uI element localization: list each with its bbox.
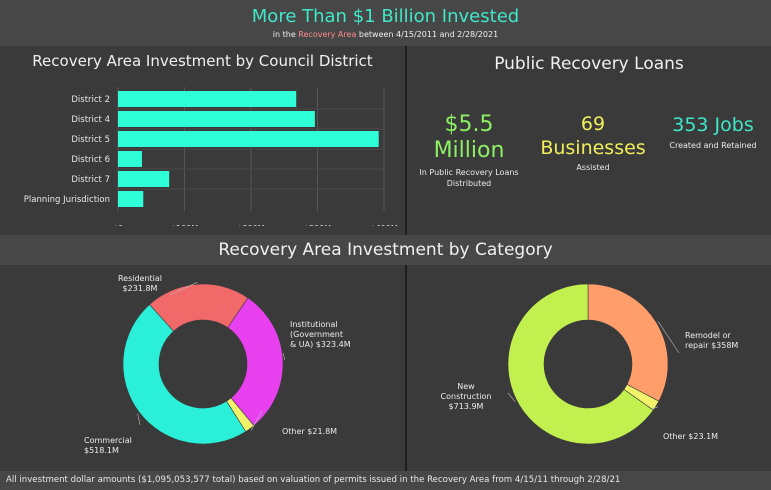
footer-note: All investment dollar amounts ($1,095,05… [0,471,771,490]
page-header: More Than $1 Billion Invested in the Rec… [0,0,771,46]
slice-label: New Construction $713.9M [441,382,492,411]
bar [118,111,315,127]
subtitle-suffix: between 4/15/2011 and 2/28/2021 [358,30,499,39]
subtitle-prefix: in the [272,30,296,39]
x-tick-label: $0 [113,224,123,226]
loans-title: Public Recovery Loans [494,54,684,74]
kpi-businesses-caption: Assisted [576,163,610,172]
donut-slice [507,283,654,445]
x-tick-label: $300M [304,224,331,226]
x-tick-label: $400M [370,224,397,226]
donut-slice [122,304,247,445]
category-donut-left: Residential $231.8M Institutional (Governme… [84,274,351,455]
kpi-jobs-caption: Created and Retained [669,141,757,150]
kpi-businesses-value-2: Businesses [540,137,646,159]
top-divider [405,46,407,235]
district-chart-title: Recovery Area Investment by Council Dist… [32,52,373,70]
kpi-loans-caption-1: In Public Recovery Loans [419,168,519,177]
kpi-jobs-value: 353 Jobs [672,114,754,136]
kpi-loans-caption-2: Distributed [446,179,492,188]
kpi-businesses: 69 Businesses Assisted [531,112,655,173]
slice-label: Other $23.1M [663,432,718,441]
donut-slice [587,283,669,402]
slice-label: Commercial $518.1M [84,436,132,455]
bar [118,191,144,207]
kpi-loans-value-2: Million [433,138,505,163]
kpi-jobs: 353 Jobs Created and Retained [655,112,771,151]
category-label: District 2 [71,95,110,105]
page-title: More Than $1 Billion Invested [251,6,520,27]
kpi-businesses-value-1: 69 [580,113,606,135]
x-tick-label: $100M [171,224,198,226]
bottom-divider [405,265,407,471]
leader-line [250,410,263,431]
leader-line [137,413,141,426]
kpi-loans: $5.5 Million In Public Recovery Loans Di… [405,112,533,189]
bar [118,151,142,167]
x-tick-label: $200M [237,224,264,226]
category-donut-right: Remodel or repair $358M Other $23.1M New Con… [441,283,738,445]
leader-line [657,321,680,354]
category-title: Recovery Area Investment by Category [218,240,553,260]
leader-line [507,392,516,402]
subtitle-highlight: Recovery Area [298,30,357,39]
kpi-loans-value-1: $5.5 [444,112,494,137]
category-label: District 6 [71,155,110,165]
bar [118,91,297,107]
leader-line [282,352,286,361]
donut-slice [227,297,284,427]
leader-line [169,281,198,296]
category-label: District 7 [71,175,110,185]
category-label: District 4 [71,115,110,125]
category-label: Planning Jurisdiction [24,195,110,205]
page-subtitle: in the Recovery Area between 4/15/2011 a… [0,30,771,39]
category-band: Recovery Area Investment by Category [0,235,771,265]
slice-label: Other $21.8M [282,427,337,436]
slice-label: Institutional (Government & UA) $323.4M [290,320,351,349]
bar [118,131,379,147]
bar [118,171,170,187]
slice-label: Remodel or repair $358M [685,331,738,350]
slice-label: Residential $231.8M [118,274,162,293]
category-label: District 5 [71,135,110,145]
district-bar-chart: $0 $100M $200M $300M $400M District 2 District… [24,87,398,226]
